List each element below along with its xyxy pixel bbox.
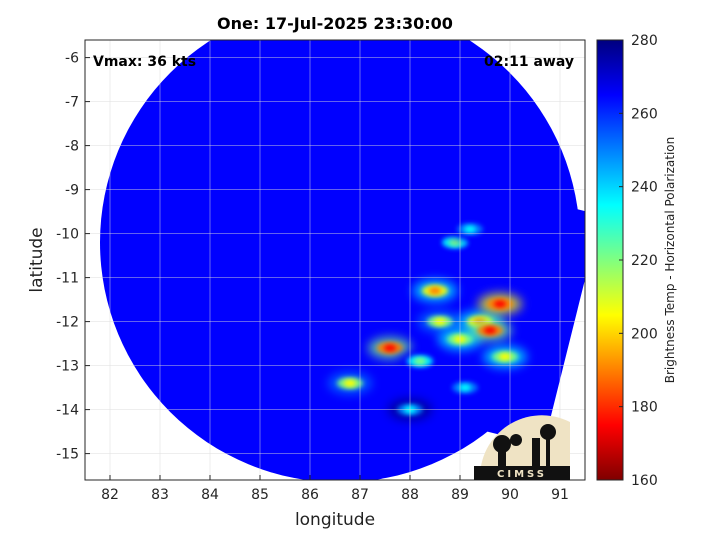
colorbar-tick-label: 180 [631,400,658,416]
y-tick-label: -9 [65,183,79,199]
x-tick-label: 89 [451,487,469,503]
bt-feature-10 [448,218,492,241]
colorbar-label: Brightness Temp - Horizontal Polarizatio… [663,136,677,384]
x-tick-label: 91 [551,487,569,503]
y-tick-label: -15 [56,447,79,463]
colorbar-tick-label: 220 [631,253,658,269]
x-tick-label: 88 [401,487,419,503]
y-axis-label: latitude [27,227,47,293]
bt-feature-8 [483,345,527,368]
y-tick-label: -12 [56,315,79,331]
bt-feature-6 [478,293,522,315]
chart-title: One: 17-Jul-2025 23:30:00 [217,14,453,33]
y-tick-label: -8 [65,139,79,155]
y-tick-label: -14 [56,403,79,419]
bt-feature-3 [413,279,457,302]
colorbar: 160 180 200 220 240 260 280 [596,33,658,489]
y-tick-label: -10 [56,227,79,243]
vmax-annotation: Vmax: 36 kts [93,54,197,70]
x-tick-label: 90 [501,487,519,503]
colorbar-tick-label: 160 [631,473,658,489]
bt-feature-0 [328,372,372,395]
cimss-logo: CIMSS [474,415,570,480]
y-tick-label: -6 [65,51,79,67]
x-tick-label: 86 [301,487,319,503]
bt-feature-11 [398,350,442,373]
x-tick-label: 82 [101,487,119,503]
x-tick-label: 84 [201,487,219,503]
bt-feature-7 [468,319,512,342]
y-tick-label: -13 [56,359,79,375]
y-tick-label: -11 [56,271,79,287]
bt-feature-1 [368,337,412,359]
x-tick-label: 83 [151,487,169,503]
time-offset-annotation: 02:11 away [484,54,574,70]
colorbar-gradient [596,39,624,481]
colorbar-tick-label: 200 [631,326,658,342]
colorbar-tick-label: 260 [631,106,658,122]
colorbar-tick-label: 280 [631,33,658,49]
axes-frame [84,39,586,481]
x-axis-label: longitude [294,510,376,530]
swath-east-edge [451,192,585,446]
x-tick-label: 85 [251,487,269,503]
logo-text: CIMSS [497,469,547,480]
bt-feature-12 [443,376,487,399]
y-tick-label: -7 [65,95,79,111]
x-tick-label: 87 [351,487,369,503]
colorbar-tick-label: 240 [631,180,658,196]
